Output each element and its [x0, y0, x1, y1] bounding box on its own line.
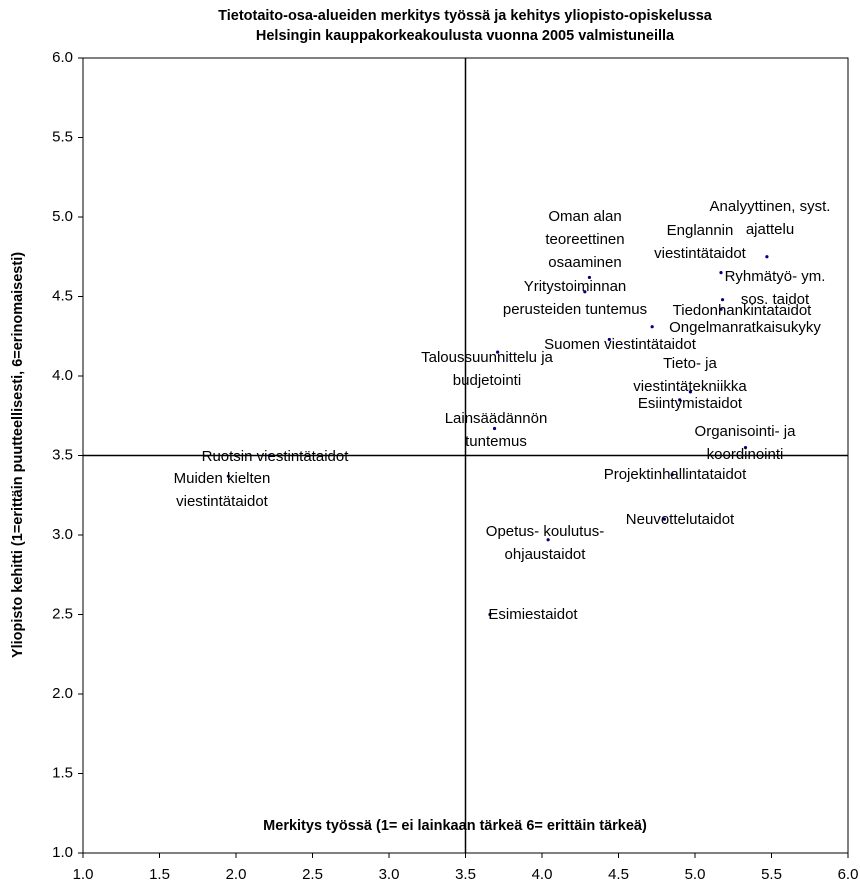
y-axis-label: Yliopisto kehitti (1=erittäin puutteelli… — [10, 252, 26, 658]
y-tick-label: 3.0 — [52, 526, 73, 543]
x-tick-label: 2.0 — [226, 866, 247, 883]
point-label: Oman alan — [548, 208, 621, 225]
point — [678, 398, 682, 402]
point-label: Englannin — [667, 222, 734, 239]
x-tick-label: 1.0 — [73, 866, 94, 883]
point-label: Tieto- ja — [663, 355, 717, 372]
point — [546, 538, 550, 542]
point — [607, 337, 611, 342]
point-label: teoreettinen — [545, 231, 624, 248]
y-tick-label: 5.0 — [52, 208, 73, 225]
point — [719, 307, 723, 311]
point-label: Taloussuunnittelu ja — [421, 349, 553, 366]
point-label: Tiedonhankintataidot — [673, 302, 813, 319]
point — [720, 298, 725, 302]
point-label: budjetointi — [453, 372, 521, 389]
y-tick-label: 1.5 — [52, 764, 73, 781]
point-label: Muiden kielten — [174, 470, 271, 487]
x-tick-label: 6.0 — [838, 866, 859, 883]
x-tick-label: 3.0 — [379, 866, 400, 883]
point-label: tuntemus — [465, 433, 527, 450]
point — [765, 255, 769, 259]
point-label: Ryhmätyö- ym. — [725, 268, 826, 285]
point-label: Projektinhallintataidot — [604, 466, 747, 483]
y-tick-label: 3.5 — [52, 446, 73, 463]
point-label: ohjaustaidot — [505, 546, 587, 563]
x-tick-label: 3.5 — [455, 866, 476, 883]
point-label: Neuvottelutaidot — [626, 511, 735, 528]
x-tick-label: 4.0 — [532, 866, 553, 883]
y-tick-label: 4.0 — [52, 367, 73, 384]
point — [650, 325, 654, 329]
point — [583, 290, 587, 294]
point — [719, 271, 723, 275]
point-label: osaaminen — [548, 254, 621, 271]
point — [688, 390, 693, 394]
point — [488, 612, 492, 617]
point-label: Ongelmanratkaisukyky — [669, 319, 821, 336]
x-axis-label: Merkitys työssä (1= ei lainkaan tärkeä 6… — [263, 818, 647, 834]
point-label: viestintätaidot — [654, 245, 747, 262]
point-label: Esimiestaidot — [488, 606, 578, 623]
point-label: Suomen viestintätaidot — [544, 336, 697, 353]
point — [496, 350, 500, 354]
x-tick-label: 5.5 — [761, 866, 782, 883]
point-label: Organisointi- ja — [695, 423, 797, 440]
y-tick-label: 5.5 — [52, 128, 73, 145]
point-label: viestintätekniikka — [633, 378, 747, 395]
point — [743, 445, 748, 450]
point — [662, 517, 667, 521]
point — [670, 472, 674, 477]
chart-title: Tietotaito-osa-alueiden merkitys työssä … — [218, 8, 713, 24]
point-label: ajattelu — [746, 221, 794, 238]
point-label: Esiintymistaidot — [638, 395, 743, 412]
point — [268, 453, 272, 458]
y-tick-label: 2.0 — [52, 685, 73, 702]
x-tick-label: 1.5 — [149, 866, 170, 883]
point-label: Yritystoiminnan — [524, 278, 627, 295]
point-label: Analyyttinen, syst. — [710, 198, 831, 215]
x-tick-label: 2.5 — [302, 866, 323, 883]
point — [226, 474, 230, 478]
point — [587, 275, 592, 280]
y-tick-label: 2.5 — [52, 605, 73, 622]
point-label: koordinointi — [707, 446, 784, 463]
point-label: Ruotsin viestintätaidot — [202, 448, 350, 465]
point-label: Lainsäädännön — [445, 410, 548, 427]
chart-title: Helsingin kauppakorkeakoulusta vuonna 20… — [256, 28, 675, 44]
point — [492, 426, 497, 431]
y-tick-label: 4.5 — [52, 287, 73, 304]
y-tick-label: 1.0 — [52, 844, 73, 861]
point-label: viestintätaidot — [176, 493, 269, 510]
y-tick-label: 6.0 — [52, 49, 73, 66]
x-tick-label: 5.0 — [685, 866, 706, 883]
point-label: perusteiden tuntemus — [503, 301, 647, 318]
x-tick-label: 4.5 — [608, 866, 629, 883]
point-label: sos. taidot — [741, 291, 810, 308]
point-label: Opetus- koulutus- — [486, 523, 604, 540]
